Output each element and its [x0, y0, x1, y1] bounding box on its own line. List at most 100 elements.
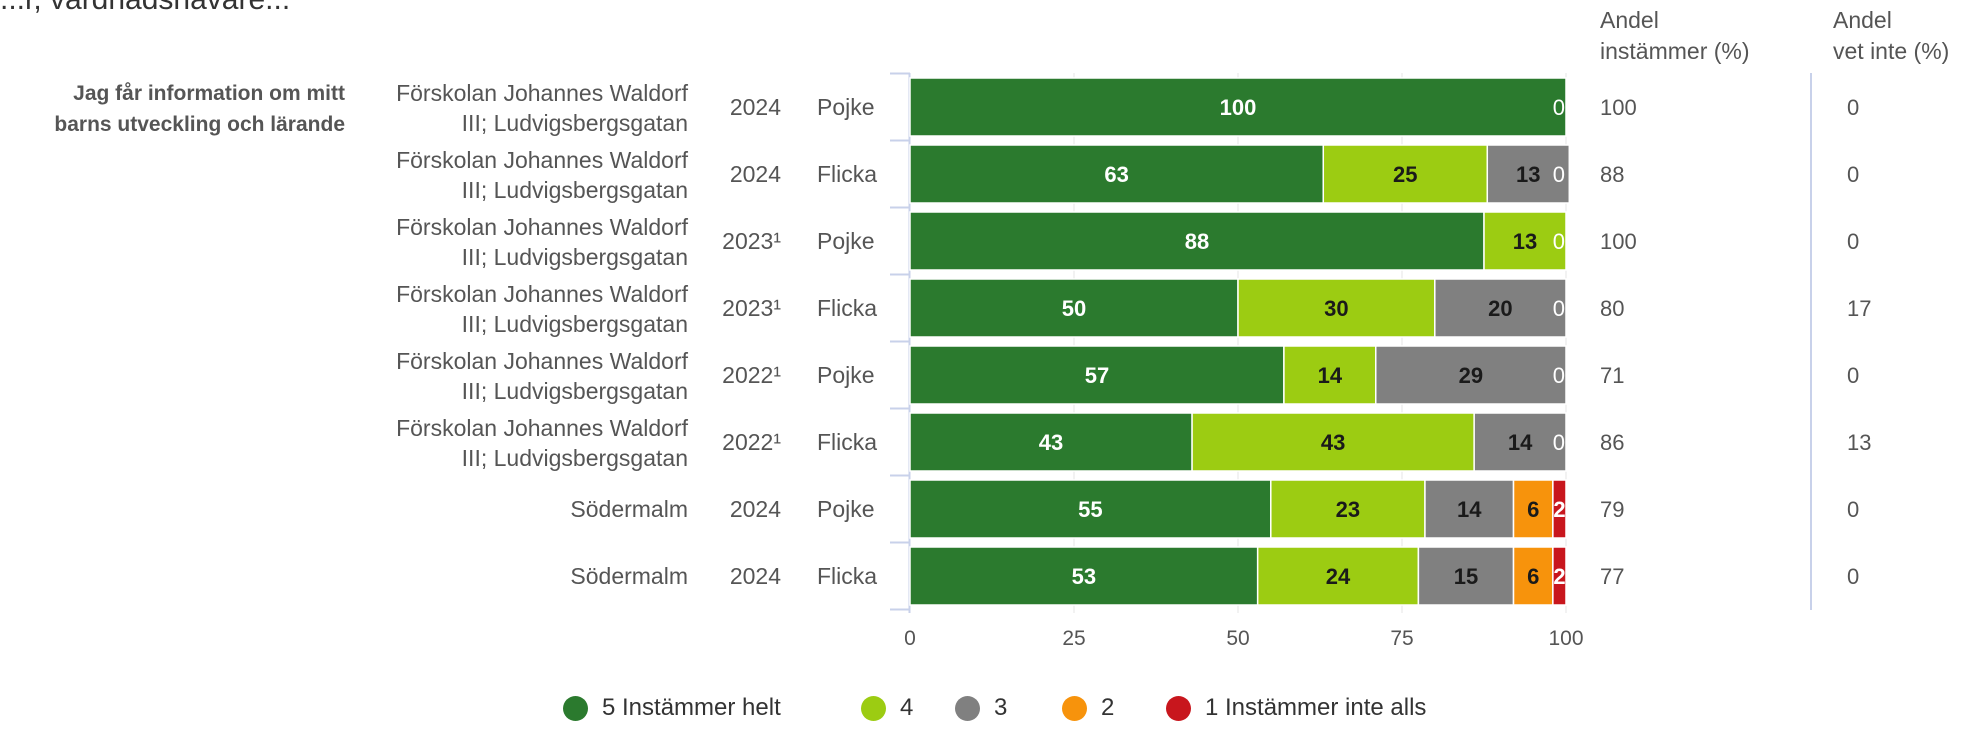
- legend-label-1: 1 Instämmer inte alls: [1205, 694, 1427, 721]
- question-label: Jag får information om mitt barns utveck…: [0, 78, 345, 140]
- bar-segment: [1270, 479, 1426, 539]
- bar-tail-label: 0: [1553, 162, 1565, 187]
- gender-label: Pojke: [817, 362, 875, 388]
- question-label-line-2: barns utveckling och lärande: [54, 113, 345, 136]
- bar-data-label: 30: [1324, 296, 1348, 321]
- bar-data-label: 29: [1459, 363, 1483, 388]
- andel-instammer-value: 100: [1600, 95, 1637, 120]
- legend-marker-3: [955, 695, 980, 721]
- andel-instammer-value: 80: [1600, 296, 1624, 321]
- bar-segment: [1486, 144, 1571, 204]
- gender-label: Flicka: [817, 563, 877, 589]
- bar-segment: [1424, 479, 1515, 539]
- header-andel-instammer-line-2: instämmer (%): [1600, 38, 1750, 64]
- x-tick-label: 25: [1062, 627, 1085, 650]
- unit-label-line-2: III; Ludvigsbergsgatan: [462, 177, 688, 203]
- bar-data-label: 13: [1513, 229, 1537, 254]
- legend-item-3[interactable]: 3: [955, 690, 1007, 726]
- bar-data-label: 2: [1553, 497, 1565, 522]
- bar-tail-label: 0: [1553, 95, 1565, 120]
- bar-data-label: 6: [1527, 497, 1539, 522]
- bar-data-label: 25: [1393, 162, 1417, 187]
- bar-segment: [1283, 345, 1377, 405]
- bar-data-label: 24: [1326, 564, 1351, 589]
- unit-label-line-2: III; Ludvigsbergsgatan: [462, 244, 688, 270]
- andel-instammer-value: 86: [1600, 430, 1624, 455]
- gender-label: Flicka: [817, 161, 877, 187]
- bar-segment: [1483, 211, 1567, 271]
- legend-item-1[interactable]: 1 Instämmer inte alls: [1166, 690, 1426, 726]
- bar-tail-label: 0: [1553, 229, 1565, 254]
- year-label: 2022¹: [722, 429, 781, 455]
- bar-tail-label: 0: [1553, 430, 1565, 455]
- bar-segment: [1473, 412, 1567, 472]
- gender-label: Flicka: [817, 295, 877, 321]
- unit-label-line-2: III; Ludvigsbergsgatan: [462, 311, 688, 337]
- gender-label: Pojke: [817, 228, 875, 254]
- bar-data-label: 88: [1185, 229, 1209, 254]
- legend-marker-2: [1062, 695, 1087, 721]
- unit-label: Södermalm: [570, 496, 688, 522]
- legend-label-5: 5 Instämmer helt: [602, 694, 781, 721]
- unit-label-line-2: III; Ludvigsbergsgatan: [462, 110, 688, 136]
- chart-legend: 5 Instämmer helt 4 3 2 1 Instämmer inte …: [0, 690, 1973, 726]
- andel-vet-inte-value: 0: [1847, 162, 1859, 187]
- bar-data-label: 50: [1062, 296, 1086, 321]
- bar-segment: [909, 546, 1259, 606]
- bar-data-label: 43: [1039, 430, 1063, 455]
- bar-data-label: 57: [1085, 363, 1109, 388]
- header-andel-vet-inte-line-2: vet inte (%): [1833, 38, 1950, 64]
- year-label: 2022¹: [722, 362, 781, 388]
- andel-vet-inte-value: 17: [1847, 296, 1871, 321]
- legend-item-2[interactable]: 2: [1062, 690, 1114, 726]
- andel-vet-inte-value: 0: [1847, 497, 1859, 522]
- bar-data-label: 13: [1516, 162, 1540, 187]
- header-andel-vet-inte-line-1: Andel: [1833, 7, 1892, 33]
- year-label: 2024: [730, 161, 781, 187]
- x-tick-label: 100: [1548, 627, 1583, 650]
- year-label: 2024: [730, 94, 781, 120]
- unit-label-line-1: Förskolan Johannes Waldorf: [396, 147, 689, 173]
- bar-tail-label: 0: [1553, 363, 1565, 388]
- year-label: 2023¹: [722, 228, 781, 254]
- andel-instammer-value: 100: [1600, 229, 1637, 254]
- unit-label-line-2: III; Ludvigsbergsgatan: [462, 378, 688, 404]
- bar-data-label: 53: [1072, 564, 1096, 589]
- legend-item-4[interactable]: 4: [861, 690, 913, 726]
- bar-data-label: 20: [1488, 296, 1512, 321]
- bar-data-label: 15: [1454, 564, 1478, 589]
- unit-label-line-2: III; Ludvigsbergsgatan: [462, 445, 688, 471]
- andel-vet-inte-value: 13: [1847, 430, 1871, 455]
- legend-label-4: 4: [900, 694, 914, 721]
- andel-vet-inte-value: 0: [1847, 229, 1859, 254]
- header-andel-vet-inte: Andel vet inte (%): [1833, 5, 1949, 67]
- bar-data-label: 63: [1104, 162, 1128, 187]
- andel-instammer-value: 71: [1600, 363, 1624, 388]
- x-tick-label: 50: [1226, 627, 1249, 650]
- andel-vet-inte-value: 0: [1847, 564, 1859, 589]
- bar-data-label: 23: [1336, 497, 1360, 522]
- bar-segment: [909, 278, 1239, 338]
- legend-marker-1: [1166, 695, 1191, 721]
- bar-data-label: 14: [1318, 363, 1343, 388]
- year-label: 2023¹: [722, 295, 781, 321]
- bar-segment: [1552, 479, 1567, 539]
- unit-label-line-1: Förskolan Johannes Waldorf: [396, 415, 689, 441]
- truncated-top-text: ...r, vårdnadshavare...: [0, 0, 290, 17]
- unit-label-line-1: Förskolan Johannes Waldorf: [396, 348, 689, 374]
- andel-instammer-value: 77: [1600, 564, 1624, 589]
- unit-label: Södermalm: [570, 563, 688, 589]
- bar-data-label: 2: [1553, 564, 1565, 589]
- andel-vet-inte-value: 0: [1847, 95, 1859, 120]
- unit-label-line-1: Förskolan Johannes Waldorf: [396, 80, 689, 106]
- bar-segment: [909, 77, 1567, 137]
- header-andel-instammer-line-1: Andel: [1600, 7, 1659, 33]
- bar-data-label: 6: [1527, 564, 1539, 589]
- bar-data-label: 55: [1078, 497, 1102, 522]
- x-tick-label: 0: [904, 627, 916, 650]
- bar-segment: [1375, 345, 1567, 405]
- legend-item-5[interactable]: 5 Instämmer helt: [563, 690, 781, 726]
- gender-label: Pojke: [817, 496, 875, 522]
- bar-data-label: 14: [1457, 497, 1482, 522]
